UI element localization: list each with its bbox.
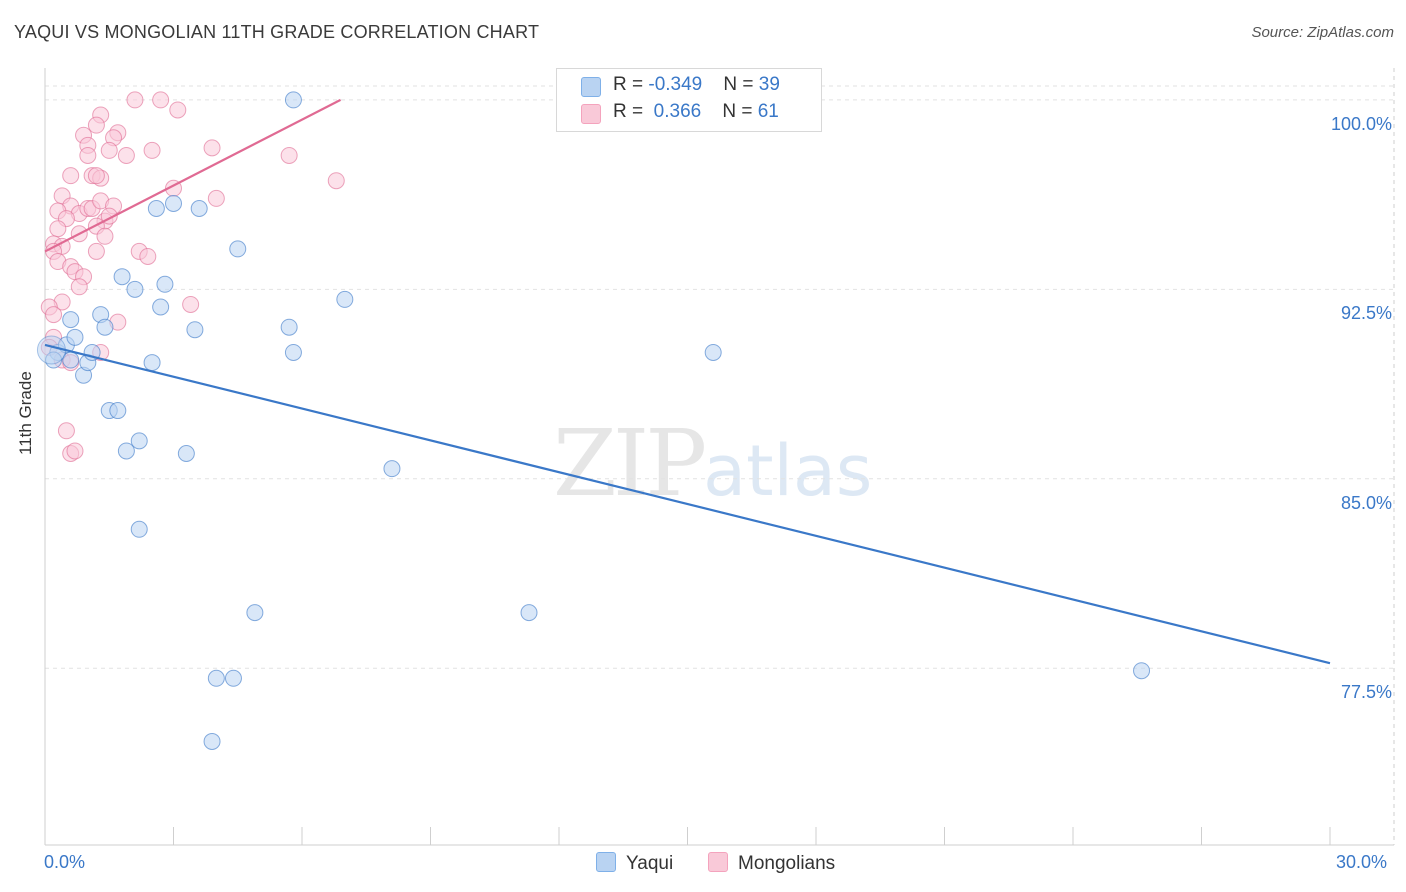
mongolians-points <box>40 91 345 462</box>
yaqui-point <box>704 343 722 361</box>
mongolians-point <box>79 146 97 164</box>
yaqui-point <box>246 604 264 622</box>
mongolians-point <box>100 141 118 159</box>
x-tick-label-min: 0.0% <box>44 852 86 872</box>
yaqui-point <box>186 321 204 339</box>
mongolians-point <box>87 116 105 134</box>
bottom-legend-mongolians[interactable]: Mongolians <box>708 852 835 875</box>
watermark: ZIPatlas <box>553 410 872 517</box>
mongolians-point <box>182 295 200 313</box>
legend-stats-mongolians: R = 0.366 N = 61 <box>613 101 779 123</box>
yaqui-point <box>152 298 170 316</box>
yaqui-point <box>284 91 302 109</box>
yaqui-point <box>66 328 84 346</box>
grid-layer <box>45 85 1394 669</box>
yaqui-point <box>280 318 298 336</box>
yaqui-point <box>336 290 354 308</box>
source-label: Source: ZipAtlas.com <box>1251 24 1394 41</box>
yaqui-point <box>383 460 401 478</box>
yaqui-point <box>1133 662 1151 680</box>
correlation-legend: R = -0.349 N = 39 R = 0.366 N = 61 <box>556 68 822 132</box>
yaqui-legend-label: Yaqui <box>626 853 674 874</box>
mongolians-point <box>117 146 135 164</box>
n-label: N = <box>722 101 758 122</box>
mongolians-point <box>280 146 298 164</box>
yaqui-point <box>190 199 208 217</box>
mongolians-point <box>87 167 105 185</box>
mongolians-point <box>169 101 187 119</box>
yaqui-point <box>62 311 80 329</box>
yaqui-point <box>117 442 135 460</box>
mongolians-point <box>87 242 105 260</box>
yaqui-point <box>203 732 221 750</box>
yaqui-point <box>229 240 247 258</box>
legend-stats-yaqui: R = -0.349 N = 39 <box>613 74 780 96</box>
yaqui-point <box>143 354 161 372</box>
mongolians-point <box>62 167 80 185</box>
mongolians-swatch <box>581 104 601 124</box>
r-value: 0.366 <box>648 101 702 122</box>
yaqui-point <box>113 268 131 286</box>
watermark-zip: ZIP <box>553 410 707 517</box>
mongolians-point <box>327 172 345 190</box>
yaqui-point <box>96 318 114 336</box>
n-label: N = <box>723 74 759 95</box>
mongolians-point <box>45 306 63 324</box>
mongolians-point <box>49 220 67 238</box>
yaqui-point <box>284 343 302 361</box>
n-value: 61 <box>757 101 779 122</box>
y-tick-label: 85.0% <box>1340 492 1392 513</box>
mongolians-point <box>152 91 170 109</box>
yaqui-swatch <box>581 77 601 97</box>
x-tick-label-max: 30.0% <box>1336 852 1388 872</box>
r-label: R = <box>613 101 649 122</box>
yaqui-legend-swatch <box>596 852 616 872</box>
yaqui-point <box>224 669 242 687</box>
axes-layer <box>44 68 1395 846</box>
yaqui-point <box>126 280 144 298</box>
r-label: R = <box>613 74 649 95</box>
mongolians-point <box>96 227 114 245</box>
bottom-legend-yaqui[interactable]: Yaqui <box>596 852 673 875</box>
yaqui-point <box>130 432 148 450</box>
yaqui-point <box>165 194 182 212</box>
yaqui-point <box>109 402 127 420</box>
yaqui-point <box>520 604 538 622</box>
y-tick-label: 77.5% <box>1340 682 1392 703</box>
mongolians-point <box>70 278 88 296</box>
mongolians-legend-label: Mongolians <box>738 853 836 874</box>
mongolians-point <box>139 247 157 265</box>
watermark-atlas: atlas <box>703 430 873 512</box>
yaqui-point <box>147 199 165 217</box>
mongolians-legend-swatch <box>708 852 728 872</box>
y-tick-label: 100.0% <box>1330 113 1392 134</box>
mongolians-point <box>143 141 161 159</box>
n-value: 39 <box>758 74 780 95</box>
yaqui-point <box>156 275 174 293</box>
chart-title: YAQUI VS MONGOLIAN 11TH GRADE CORRELATIO… <box>14 22 540 42</box>
mongolians-point <box>57 422 75 440</box>
mongolians-point <box>207 189 225 207</box>
trend-lines <box>44 98 1331 665</box>
y-tick-label: 92.5% <box>1340 303 1392 324</box>
mongolians-point <box>203 139 221 157</box>
yaqui-point <box>177 445 195 462</box>
yaqui-point <box>130 520 148 538</box>
r-value: -0.349 <box>648 74 703 95</box>
y-axis-label: 11th Grade <box>16 371 35 455</box>
mongolians-point <box>66 442 84 460</box>
yaqui-points <box>36 91 1151 750</box>
mongolians-trend-line <box>44 98 342 253</box>
yaqui-trend-line <box>44 343 1331 665</box>
mongolians-point <box>126 91 144 109</box>
yaqui-point <box>207 669 225 687</box>
